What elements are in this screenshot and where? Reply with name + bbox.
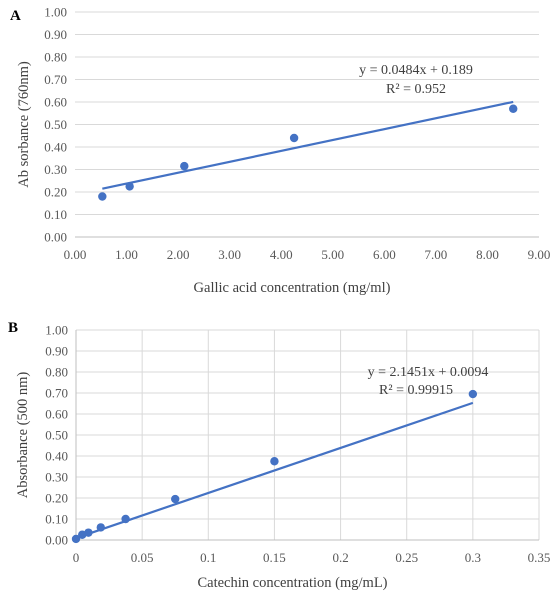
b-data-point (270, 457, 279, 466)
a-y-tick-label: 0.10 (44, 207, 67, 222)
a-y-tick-label: 0.80 (44, 50, 67, 65)
b-y-tick-label: 0.50 (45, 428, 68, 443)
a-y-tick-label: 0.90 (44, 27, 67, 42)
b-x-tick-label: 0.2 (332, 550, 348, 565)
a-y-axis-title: Ab sorbance (760nm) (16, 61, 32, 188)
b-x-tick-label: 0.25 (395, 550, 418, 565)
a-y-tick-label: 0.70 (44, 72, 67, 87)
a-panel-label: A (10, 8, 21, 24)
a-x-tick-label: 3.00 (218, 247, 241, 262)
b-y-tick-label: 0.20 (45, 491, 68, 506)
b-x-tick-label: 0.05 (131, 550, 154, 565)
a-y-tick-label: 0.50 (44, 117, 67, 132)
b-y-tick-label: 1.00 (45, 323, 68, 338)
a-y-tick-label: 1.00 (44, 5, 67, 20)
b-y-tick-label: 0.00 (45, 533, 68, 548)
b-panel-label: B (8, 320, 18, 336)
a-x-tick-label: 0.00 (64, 247, 87, 262)
a-x-tick-label: 6.00 (373, 247, 396, 262)
a-x-axis-title: Gallic acid concentration (mg/ml) (194, 280, 391, 296)
a-x-tick-label: 5.00 (321, 247, 344, 262)
b-x-tick-label: 0.1 (200, 550, 216, 565)
a-x-tick-label: 4.00 (270, 247, 293, 262)
b-data-point (171, 494, 180, 504)
a-y-tick-label: 0.60 (44, 95, 67, 110)
b-data-point (96, 523, 106, 532)
b-x-tick-label: 0.15 (263, 550, 286, 565)
a-x-tick-label: 2.00 (167, 247, 190, 262)
b-data-point (84, 528, 93, 537)
a-data-point (125, 182, 134, 191)
b-x-tick-label: 0.35 (528, 550, 550, 565)
a-trendline (102, 100, 514, 190)
a-y-tick-label: 0.40 (44, 140, 67, 155)
a-data-point (289, 133, 299, 143)
b-trendline-equation: y = 2.1451x + 0.0094 (368, 365, 489, 380)
a-x-tick-label: 9.00 (528, 247, 550, 262)
a-y-tick-label: 0.00 (44, 230, 67, 245)
b-y-tick-label: 0.10 (45, 512, 68, 527)
b-y-tick-label: 0.80 (45, 365, 68, 380)
b-y-tick-label: 0.60 (45, 407, 68, 422)
b-x-tick-label: 0.3 (465, 550, 481, 565)
a-data-point (98, 192, 107, 201)
b-data-point (468, 389, 478, 399)
b-x-axis-title: Catechin concentration (mg/mL) (197, 575, 387, 591)
a-r-squared: R² = 0.952 (386, 82, 446, 97)
a-x-tick-label: 7.00 (425, 247, 448, 262)
a-y-tick-label: 0.20 (44, 185, 67, 200)
b-y-axis-title: Absorbance (500 nm) (15, 372, 31, 499)
b-y-tick-label: 0.90 (45, 344, 68, 359)
b-data-point (121, 514, 130, 524)
b-y-tick-label: 0.30 (45, 470, 68, 485)
b-y-tick-label: 0.70 (45, 386, 68, 401)
b-y-tick-label: 0.40 (45, 449, 68, 464)
b-data-point (71, 534, 81, 544)
a-data-point (509, 104, 518, 113)
b-x-tick-label: 0 (73, 550, 80, 565)
a-data-point (180, 161, 189, 171)
b-trendline (75, 401, 474, 540)
a-trendline-equation: y = 0.0484x + 0.189 (359, 63, 473, 78)
a-y-tick-label: 0.30 (44, 162, 67, 177)
b-r-squared: R² = 0.99915 (379, 383, 453, 398)
a-x-tick-label: 8.00 (476, 247, 499, 262)
a-x-tick-label: 1.00 (115, 247, 138, 262)
